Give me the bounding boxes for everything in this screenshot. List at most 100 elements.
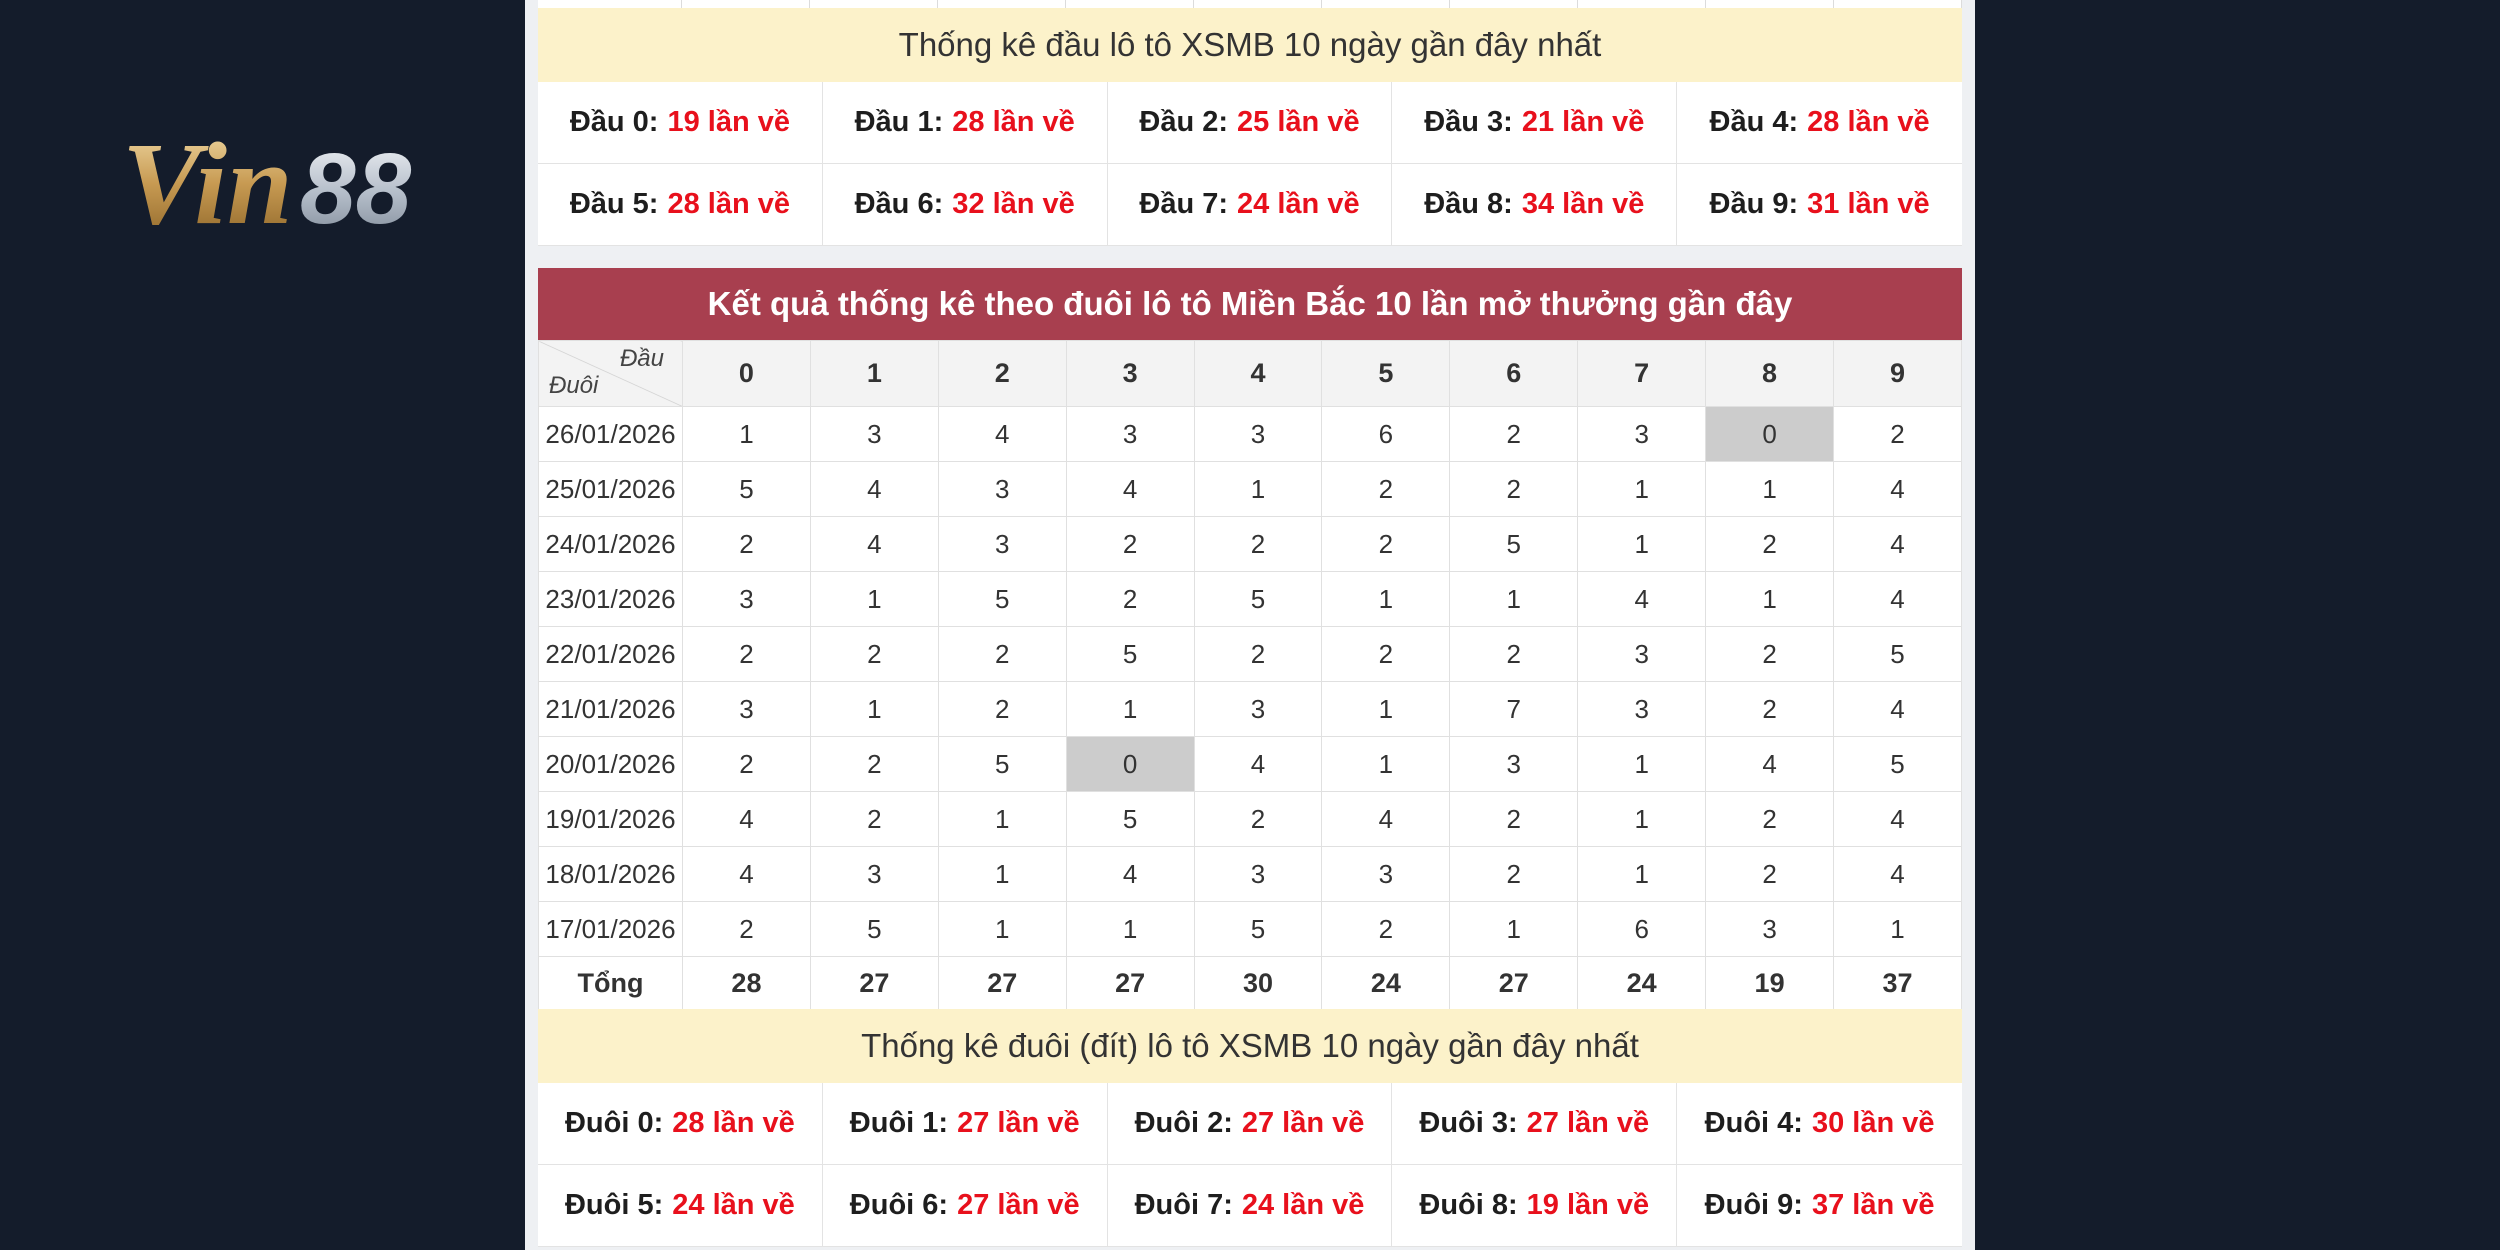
total-row: Tổng 28 27 27 27 30 24 27 24 19 37 <box>538 956 1962 1011</box>
table-cell: 4 <box>1577 571 1707 627</box>
duoi-summary-item-8: Đuôi 8: 19 lần về <box>1392 1165 1678 1247</box>
head-summary-title: Thống kê đầu lô tô XSMB 10 ngày gần đây … <box>538 8 1962 82</box>
dau-summary-label: Đầu 8: <box>1424 188 1513 220</box>
duoi-summary-item-3: Đuôi 3: 27 lần về <box>1392 1083 1678 1165</box>
table-cell: 2 <box>1833 406 1962 462</box>
table-cell: 2 <box>682 901 811 957</box>
table-cell: 1 <box>1321 736 1451 792</box>
dau-summary-count: 31 lần về <box>1807 188 1930 220</box>
table-cell: 6 <box>1577 901 1707 957</box>
dau-summary-count: 21 lần về <box>1521 106 1645 138</box>
table-cell: 2 <box>1449 461 1579 517</box>
vin88-logo: Vin 88 <box>122 118 412 238</box>
logo-text-vin: Vin <box>122 118 293 238</box>
table-cell: 5 <box>937 571 1067 627</box>
column-header-4: 4 <box>1193 340 1323 407</box>
table-cell: 7 <box>1449 681 1579 737</box>
table-cell: 1 <box>1321 681 1451 737</box>
duoi-summary-count: 37 lần về <box>1811 1189 1935 1221</box>
table-cell: 4 <box>682 791 811 847</box>
table-cell: 2 <box>1193 626 1323 682</box>
dau-summary-item-7: Đầu 7: 24 lần về <box>1107 164 1393 246</box>
row-date: 22/01/2026 <box>538 626 683 682</box>
duoi-summary-item-1: Đuôi 1: 27 lần về <box>822 1083 1108 1165</box>
table-cell: 2 <box>1705 626 1835 682</box>
dau-summary-label: Đầu 4: <box>1709 106 1799 138</box>
total-cell: 27 <box>937 956 1067 1011</box>
table-cell: 2 <box>1321 901 1451 957</box>
table-row: 24/01/2026 2 4 3 2 2 2 5 1 2 4 <box>538 516 1962 572</box>
dau-summary-label: Đầu 3: <box>1424 106 1513 138</box>
table-cell: 3 <box>1193 846 1323 902</box>
table-cell: 1 <box>1577 736 1707 792</box>
dau-summary-item-6: Đầu 6: 32 lần về <box>822 164 1108 246</box>
column-header-9: 9 <box>1833 340 1962 407</box>
table-cell: 4 <box>937 406 1067 462</box>
table-cell: 4 <box>1705 736 1835 792</box>
table-cell: 1 <box>1065 901 1195 957</box>
duoi-summary-count: 19 lần về <box>1526 1189 1650 1221</box>
table-cell: 1 <box>937 791 1067 847</box>
dau-summary-item-4: Đầu 4: 28 lần về <box>1677 82 1962 164</box>
table-cell: 2 <box>1065 516 1195 572</box>
table-cell: 1 <box>809 681 939 737</box>
table-cell: 3 <box>937 461 1067 517</box>
dau-summary-count: 32 lần về <box>952 188 1075 220</box>
dau-summary-label: Đầu 6: <box>854 188 944 220</box>
total-cell: 27 <box>1065 956 1195 1011</box>
dau-summary-count: 25 lần về <box>1237 106 1360 138</box>
table-cell: 2 <box>682 626 811 682</box>
duoi-summary-count: 28 lần về <box>672 1107 795 1139</box>
corner-label-dau: Đầu <box>619 345 664 372</box>
table-cell: 4 <box>1833 516 1962 572</box>
table-row: 23/01/2026 3 1 5 2 5 1 1 4 1 4 <box>538 571 1962 627</box>
row-date: 23/01/2026 <box>538 571 683 627</box>
table-cell: 4 <box>809 461 939 517</box>
table-cell-highlighted: 0 <box>1065 736 1195 792</box>
table-cell: 5 <box>1833 626 1962 682</box>
table-cell: 4 <box>1065 461 1195 517</box>
table-cell: 5 <box>1065 791 1195 847</box>
duoi-summary-item-5: Đuôi 5: 24 lần về <box>538 1165 823 1247</box>
table-cell: 1 <box>1705 571 1835 627</box>
duoi-summary-count: 30 lần về <box>1811 1107 1935 1139</box>
table-cell: 2 <box>1193 516 1323 572</box>
table-cell: 3 <box>809 846 939 902</box>
table-cell: 2 <box>809 736 939 792</box>
table-cell: 1 <box>1193 461 1323 517</box>
table-cell: 2 <box>1321 461 1451 517</box>
duoi-summary-label: Đuôi 4: <box>1704 1107 1803 1139</box>
table-cell: 2 <box>809 791 939 847</box>
row-date: 25/01/2026 <box>538 461 683 517</box>
table-row: 18/01/2026 4 3 1 4 3 3 2 1 2 4 <box>538 846 1962 902</box>
dau-summary-count: 28 lần về <box>1807 106 1930 138</box>
duoi-summary-count: 27 lần về <box>957 1107 1080 1139</box>
dau-summary-item-5: Đầu 5: 28 lần về <box>538 164 823 246</box>
column-header-6: 6 <box>1449 340 1579 407</box>
head-summary-section: Thống kê đầu lô tô XSMB 10 ngày gần đây … <box>538 8 1962 246</box>
table-cell: 2 <box>1705 846 1835 902</box>
table-cell: 1 <box>682 406 811 462</box>
table-cell: 5 <box>1065 626 1195 682</box>
total-cell: 30 <box>1193 956 1323 1011</box>
table-row: 20/01/2026 2 2 5 0 4 1 3 1 4 5 <box>538 736 1962 792</box>
table-cell: 3 <box>1705 901 1835 957</box>
table-cell: 3 <box>1321 846 1451 902</box>
duoi-summary-label: Đuôi 8: <box>1419 1189 1518 1221</box>
dau-summary-item-8: Đầu 8: 34 lần về <box>1392 164 1678 246</box>
row-date: 26/01/2026 <box>538 406 683 462</box>
total-cell: 37 <box>1833 956 1962 1011</box>
duoi-summary-count: 24 lần về <box>1241 1189 1365 1221</box>
table-cell: 3 <box>1065 406 1195 462</box>
row-date: 21/01/2026 <box>538 681 683 737</box>
duoi-summary-count: 24 lần về <box>672 1189 795 1221</box>
column-header-2: 2 <box>937 340 1067 407</box>
table-cell: 3 <box>937 516 1067 572</box>
table-cell: 4 <box>1833 681 1962 737</box>
duoi-summary-label: Đuôi 5: <box>564 1189 664 1221</box>
tail-summary-grid: Đuôi 0: 28 lần về Đuôi 1: 27 lần về Đuôi 2: 2… <box>538 1083 1962 1247</box>
table-cell: 2 <box>682 736 811 792</box>
table-cell: 1 <box>1449 901 1579 957</box>
dau-summary-item-2: Đầu 2: 25 lần về <box>1107 82 1393 164</box>
